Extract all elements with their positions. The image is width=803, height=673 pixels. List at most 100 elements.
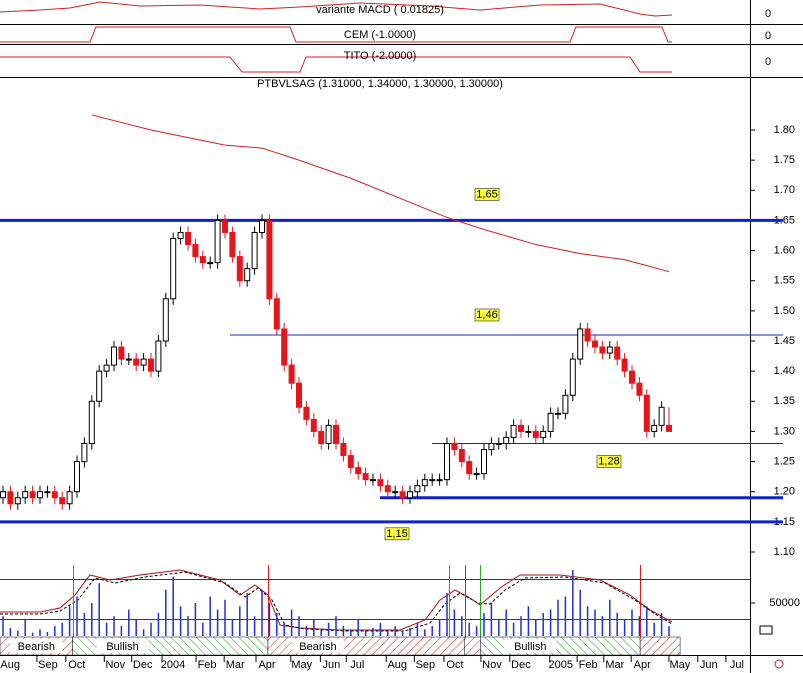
x-tick-label: Feb <box>579 659 598 671</box>
candle-body <box>288 364 295 384</box>
candle-body <box>66 491 73 505</box>
candle-body <box>666 424 672 432</box>
y-tick-label: 1.35 <box>774 395 795 407</box>
candle-body <box>162 298 169 342</box>
x-tick-label: Jul <box>350 659 364 671</box>
candle-body <box>118 346 125 360</box>
regime-band <box>639 636 681 656</box>
candle-body <box>584 328 591 342</box>
regime-label: Bearish <box>299 641 336 653</box>
candle-body <box>74 461 80 493</box>
candle-body <box>362 473 369 481</box>
scroll-box <box>759 625 773 635</box>
indicator-axis-label: 0 <box>765 8 771 20</box>
candle-body <box>148 358 154 372</box>
y-tick-label: 1.40 <box>774 365 795 377</box>
candle-body <box>236 256 243 282</box>
candle-body <box>318 430 325 444</box>
candle-body <box>577 328 584 360</box>
regime-band <box>480 636 641 656</box>
candle-body <box>599 346 606 354</box>
x-tick-label: Nov <box>106 659 126 671</box>
candle-body <box>14 497 21 505</box>
x-tick-label: Sep <box>416 659 436 671</box>
x-tick-label: Dec <box>511 659 531 671</box>
candle-body <box>140 358 147 366</box>
candle-body <box>222 219 228 233</box>
regime-label-bg <box>10 639 63 653</box>
candle-body <box>532 430 539 438</box>
y-tick-label: 1.30 <box>774 425 795 437</box>
candle-body <box>377 479 384 487</box>
y-tick-label: 1.45 <box>774 335 795 347</box>
candle-body <box>111 346 117 366</box>
regime-label-bg <box>96 639 149 653</box>
y-tick-label: 1.65 <box>774 214 795 226</box>
candle-body <box>81 442 88 463</box>
candle-body <box>347 455 354 469</box>
candle-body <box>444 442 450 481</box>
candle-body <box>414 485 421 493</box>
candle-body <box>436 479 443 482</box>
candle-body <box>177 231 184 240</box>
candle-body <box>495 442 502 445</box>
candle-body <box>192 244 199 258</box>
indicator-title: TITO (-2.0000) <box>344 50 417 62</box>
candle-body <box>636 382 643 396</box>
candle-body <box>481 449 487 475</box>
candle-body <box>407 491 413 499</box>
candle-body <box>569 358 576 396</box>
candle-body <box>29 491 36 499</box>
y-tick-label: 1.15 <box>774 516 795 528</box>
level-label: 1,46 <box>476 309 497 321</box>
candle-body <box>629 370 635 384</box>
candle-body <box>266 219 273 300</box>
candle-body <box>7 491 14 505</box>
candle-body <box>643 394 650 432</box>
candle-body <box>473 473 480 476</box>
candle-body <box>562 394 569 414</box>
candle-body <box>488 442 495 451</box>
candle-body <box>273 298 280 330</box>
candle-body <box>170 238 177 300</box>
candle-body <box>525 430 532 433</box>
regime-label-bg <box>504 639 557 653</box>
y-tick-label: 1.60 <box>774 244 795 256</box>
candle-body <box>370 479 376 482</box>
candle-body <box>555 412 561 415</box>
candle-body <box>0 491 6 499</box>
candle-body <box>510 424 517 438</box>
candle-body <box>251 231 258 270</box>
y-tick-label: 1.10 <box>774 546 795 558</box>
candle-body <box>303 406 310 420</box>
candle-body <box>133 358 140 366</box>
candle-body <box>621 358 628 372</box>
icon <box>774 659 784 669</box>
y-tick-label: 1.75 <box>774 154 795 166</box>
candle-body <box>103 364 110 372</box>
candle-body <box>281 328 288 366</box>
candle-body <box>503 436 510 444</box>
candle-body <box>592 340 598 348</box>
regime-label: Bullish <box>106 641 138 653</box>
x-tick-label: May <box>670 659 691 671</box>
x-tick-label: Jul <box>730 659 744 671</box>
candle-body <box>199 256 206 264</box>
candle-body <box>244 268 251 282</box>
candle-body <box>429 479 436 482</box>
x-tick-label: Mar <box>605 659 624 671</box>
y-tick-label: 1.70 <box>774 184 795 196</box>
candle-body <box>325 424 332 444</box>
candle-body <box>44 491 51 494</box>
level-label-box <box>596 455 622 468</box>
y-tick-label: 1.55 <box>774 275 795 287</box>
level-label: 1,65 <box>476 188 497 200</box>
candle-body <box>392 491 399 494</box>
candle-body <box>259 219 265 233</box>
x-tick-label: 2005 <box>549 659 573 671</box>
x-tick-label: Mar <box>226 659 245 671</box>
x-tick-label: Nov <box>482 659 502 671</box>
candle-body <box>214 219 221 264</box>
